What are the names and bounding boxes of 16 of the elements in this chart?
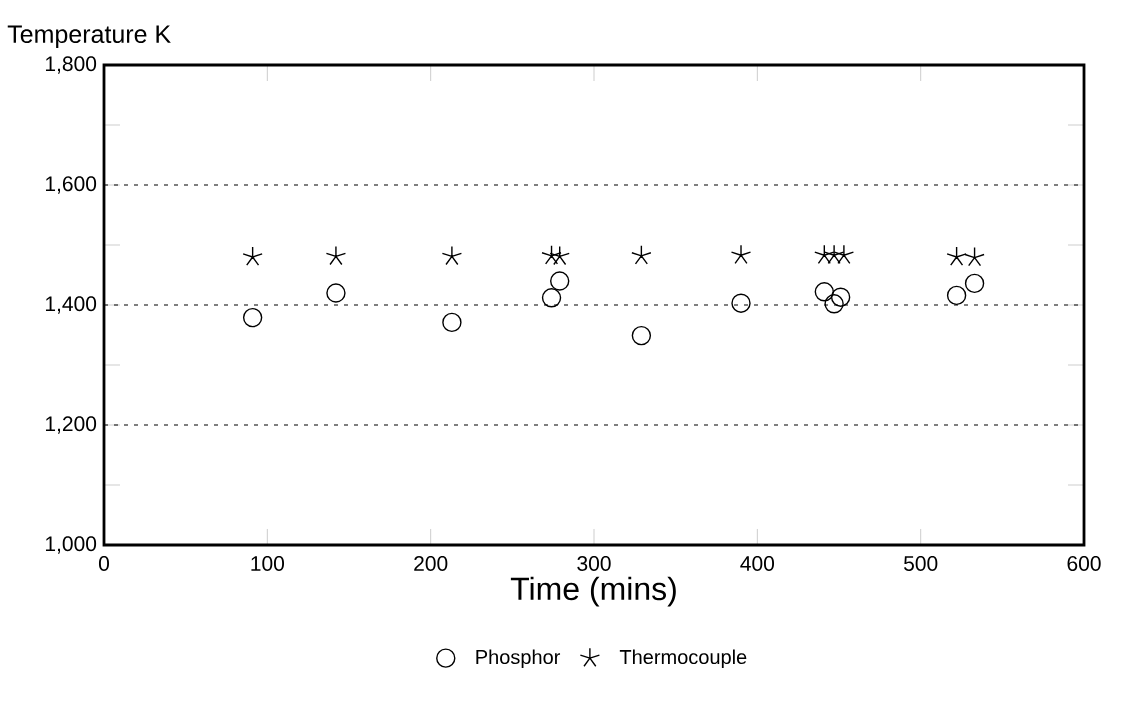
y-tick-label: 1,600 xyxy=(45,176,97,194)
x-tick-label: 0 xyxy=(98,556,110,571)
legend-label: Thermocouple xyxy=(619,649,747,669)
x-tick-label: 500 xyxy=(904,556,938,571)
y-tick-label: 1,800 xyxy=(45,56,97,74)
x-tick-label: 300 xyxy=(577,556,611,571)
x-tick-label: 400 xyxy=(740,556,775,571)
y-tick-label: 1,400 xyxy=(45,296,97,314)
y-tick-label: 1,200 xyxy=(45,416,97,434)
y-tick-label: 1,000 xyxy=(45,536,97,554)
x-tick-label: 600 xyxy=(1067,556,1101,571)
x-tick-label: 200 xyxy=(414,556,448,571)
legend-label: Phosphor xyxy=(476,649,561,669)
y-axis-title: Temperature K xyxy=(7,25,171,48)
x-axis-title: Time (mins) xyxy=(510,576,676,607)
x-tick-label: 100 xyxy=(251,556,285,571)
